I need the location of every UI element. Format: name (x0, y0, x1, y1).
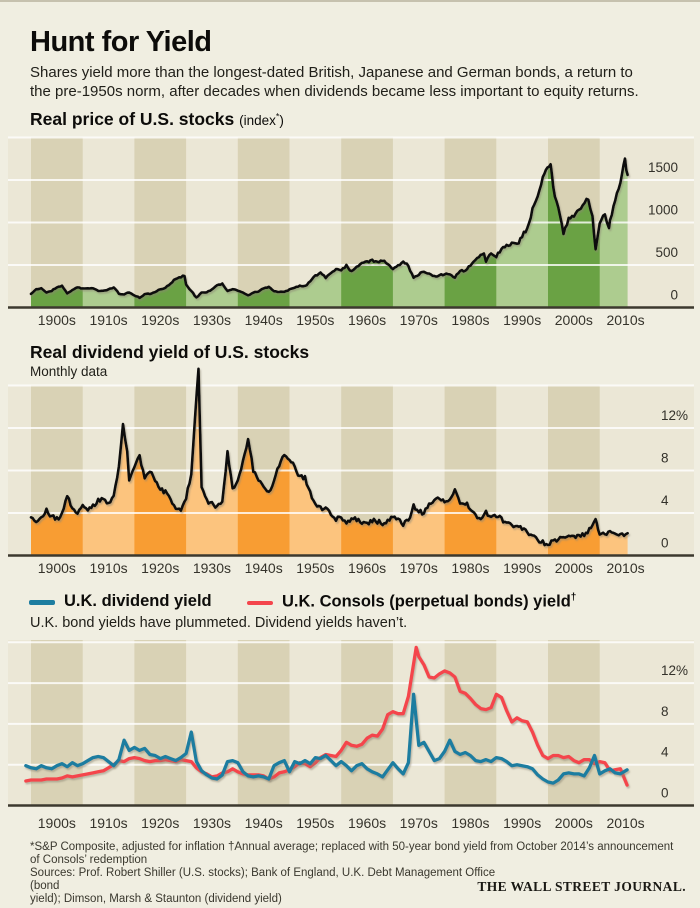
wsj-brand: THE WALL STREET JOURNAL. (477, 879, 686, 894)
chart2-title: Real dividend yield of U.S. stocks (30, 342, 310, 362)
x-tick-label: 1900s (38, 312, 76, 328)
chart1-title: Real price of U.S. stocks (index*) (30, 109, 284, 130)
x-tick-label: 1950s (296, 312, 334, 328)
chart-us-real-price: 0 500 1000 1500 1900s 1910s 1920s 1930s 1940s 195… (8, 136, 694, 328)
x-tick-label: 1950s (296, 560, 334, 576)
x-tick-label: 1990s (503, 560, 541, 576)
x-tick-label: 1920s (141, 312, 179, 328)
x-tick-label: 1940s (245, 560, 283, 576)
y-axis-labels: 0 4 8 12% (661, 408, 688, 551)
y-tick-label: 12% (661, 408, 688, 423)
data-line (29, 157, 629, 300)
x-tick-label: 1990s (503, 312, 541, 328)
y-tick-label: 8 (661, 451, 669, 466)
x-tick-label: 2010s (606, 312, 644, 328)
x-tick-label: 2000s (555, 312, 593, 328)
y-tick-label: 1000 (648, 203, 678, 218)
data-line (29, 367, 629, 547)
x-tick-label: 1950s (296, 815, 334, 831)
uk-consols-yield-swatch (247, 600, 273, 605)
x-tick-label: 1930s (193, 815, 231, 831)
footnote: *S&P Composite, adjusted for inflation †… (30, 841, 674, 866)
gridlines (8, 384, 694, 514)
x-tick-label: 1940s (245, 312, 283, 328)
x-tick-label: 2000s (555, 815, 593, 831)
x-tick-label: 1900s (38, 560, 76, 576)
x-tick-label: 2010s (606, 815, 644, 831)
x-tick-label: 1980s (451, 560, 489, 576)
x-tick-label: 1920s (141, 560, 179, 576)
x-tick-label: 2000s (555, 560, 593, 576)
x-tick-label: 1910s (89, 815, 127, 831)
x-tick-label: 1990s (503, 815, 541, 831)
legend-item-uk-dividend-yield: U.K. dividend yield (29, 592, 212, 611)
x-tick-label: 1970s (400, 815, 438, 831)
sources: Sources: Prof. Robert Shiller (U.S. stoc… (30, 867, 496, 905)
uk-consols-yield-label: U.K. Consols (perpetual bonds) yield† (282, 592, 577, 611)
x-tick-label: 1940s (245, 815, 283, 831)
legend-item-uk-consols-yield: U.K. Consols (perpetual bonds) yield† (247, 592, 576, 612)
asterisk-mark: * (275, 111, 280, 122)
uk-dividend-yield-swatch (29, 600, 55, 605)
x-axis-labels: 1900s 1910s 1920s 1930s 1940s 1950s 1960s 1970s… (38, 560, 645, 576)
x-tick-label: 1980s (451, 312, 489, 328)
y-tick-label: 0 (670, 288, 678, 303)
y-tick-label: 500 (655, 245, 678, 260)
x-tick-label: 2010s (606, 560, 644, 576)
x-tick-label: 1970s (400, 560, 438, 576)
x-tick-label: 1930s (193, 560, 231, 576)
x-tick-label: 1970s (400, 312, 438, 328)
page-title: Hunt for Yield (30, 26, 212, 58)
gridlines (8, 136, 694, 266)
x-tick-label: 1960s (348, 312, 386, 328)
y-axis-labels: 0 4 8 12% (661, 663, 688, 800)
x-axis-labels: 1900s 1910s 1920s 1930s 1940s 1950s 1960s 1970s… (38, 815, 645, 831)
x-tick-label: 1920s (141, 815, 179, 831)
area-fill-dark (31, 158, 600, 308)
x-tick-label: 1930s (193, 312, 231, 328)
uk-dividend-yield-label: U.K. dividend yield (64, 592, 212, 610)
y-tick-label: 0 (661, 536, 669, 551)
y-tick-label: 4 (661, 493, 669, 508)
chart2-subtitle: Monthly data (30, 364, 108, 379)
chart1-title-suffix: (index*) (239, 111, 284, 129)
dagger-mark: † (570, 592, 577, 603)
series-line-0 (24, 692, 629, 785)
chart-us-dividend-yield: 0 4 8 12% 1900s 1910s 1920s 1930s 1940s 1950s 1960… (8, 367, 694, 576)
y-tick-label: 12% (661, 663, 688, 678)
chart1-title-text: Real price of U.S. stocks (30, 109, 235, 129)
x-tick-label: 1900s (38, 815, 76, 831)
chart3-note: U.K. bond yields have plummeted. Dividen… (30, 615, 408, 631)
y-tick-label: 1500 (648, 160, 678, 175)
y-axis-labels: 0 500 1000 1500 (648, 160, 678, 303)
x-tick-label: 1910s (89, 312, 127, 328)
chart-uk-yields: 0 4 8 12% 1900s 1910s 1920s 1930s 1940s 1950s 1960… (8, 640, 694, 831)
subtitle-line-1: Shares yield more than the longest-dated… (30, 64, 633, 81)
page-subtitle: Shares yield more than the longest-dated… (30, 63, 660, 101)
y-tick-label: 8 (661, 704, 669, 719)
x-tick-label: 1980s (451, 815, 489, 831)
x-tick-label: 1910s (89, 560, 127, 576)
x-tick-label: 1960s (348, 815, 386, 831)
y-tick-label: 0 (661, 786, 669, 801)
gridlines (8, 641, 694, 766)
x-axis-labels: 1900s 1910s 1920s 1930s 1940s 1950s 1960s 1970s… (38, 312, 645, 328)
top-rule (0, 0, 700, 2)
subtitle-line-2: the pre-1950s norm, after decades when d… (30, 83, 639, 100)
y-tick-label: 4 (661, 745, 669, 760)
x-tick-label: 1960s (348, 560, 386, 576)
